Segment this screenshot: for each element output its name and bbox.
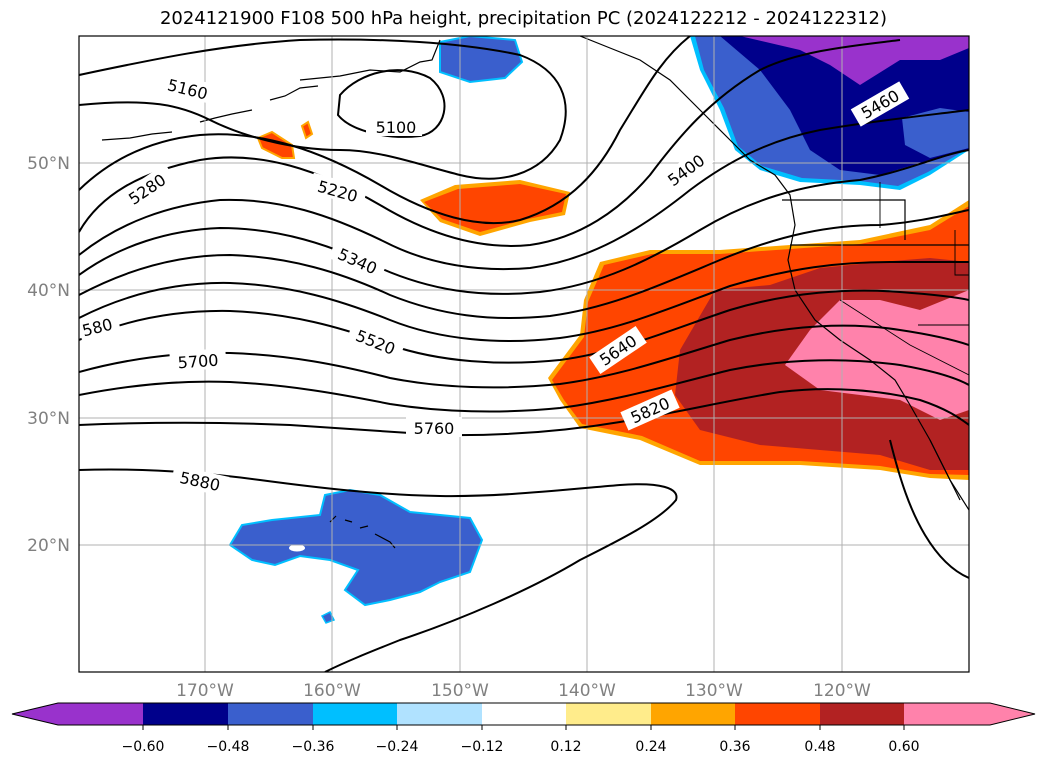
colorbar-tick-label: −0.36 — [292, 739, 335, 755]
lon-label: 160°W — [303, 681, 361, 701]
latitude-labels: 50°N 40°N 30°N 20°N — [27, 154, 70, 556]
colorbar-tick-label: −0.24 — [376, 739, 419, 755]
colorbar: −0.60 −0.48 −0.36 −0.24 −0.12 0.12 0.24 … — [11, 702, 1036, 755]
colorbar-tick-label: −0.60 — [122, 739, 165, 755]
colorbar-segment — [313, 703, 397, 725]
lat-label: 20°N — [27, 536, 70, 556]
colorbar-segment — [228, 703, 313, 725]
precip-negative-field — [228, 36, 969, 624]
map-frame — [78, 35, 970, 673]
lat-label: 30°N — [27, 409, 70, 429]
lat-label: 40°N — [27, 281, 70, 301]
colorbar-segment — [735, 703, 820, 725]
colorbar-segment — [651, 703, 735, 725]
height-contours — [79, 36, 969, 672]
colorbar-segment — [482, 703, 566, 725]
lon-label: 120°W — [813, 681, 871, 701]
colorbar-tick-label: 0.24 — [635, 739, 666, 755]
longitude-labels: 170°W 160°W 150°W 140°W 130°W 120°W — [176, 681, 871, 701]
lat-label: 50°N — [27, 154, 70, 174]
colorbar-segment — [143, 703, 228, 725]
contour-label: 5700 — [177, 351, 219, 373]
colorbar-tick-label: −0.12 — [461, 739, 504, 755]
colorbar-tick-label: 0.60 — [888, 739, 919, 755]
contour-labels: 5160 5100 5220 5280 5340 5400 5460 5520 … — [77, 71, 910, 497]
gridlines — [79, 36, 969, 672]
colorbar-tick-label: −0.48 — [207, 739, 250, 755]
colorbar-tick-label: 0.12 — [550, 739, 581, 755]
contour-label: 5100 — [376, 118, 417, 137]
colorbar-low-extension — [12, 703, 58, 725]
colorbar-tick-label: 0.48 — [804, 739, 835, 755]
colorbar-segment — [904, 703, 990, 725]
colorbar-high-extension — [990, 703, 1035, 725]
colorbar-segment — [820, 703, 904, 725]
colorbar-segment — [58, 703, 143, 725]
colorbar-segment — [397, 703, 482, 725]
contour-label: 5760 — [414, 419, 455, 438]
lon-label: 130°W — [685, 681, 743, 701]
lon-label: 140°W — [558, 681, 616, 701]
colorbar-tick-label: 0.36 — [719, 739, 750, 755]
lon-label: 170°W — [176, 681, 234, 701]
lon-label: 150°W — [431, 681, 489, 701]
map-title: 2024121900 F108 500 hPa height, precipit… — [159, 8, 888, 29]
colorbar-segment — [566, 703, 651, 725]
